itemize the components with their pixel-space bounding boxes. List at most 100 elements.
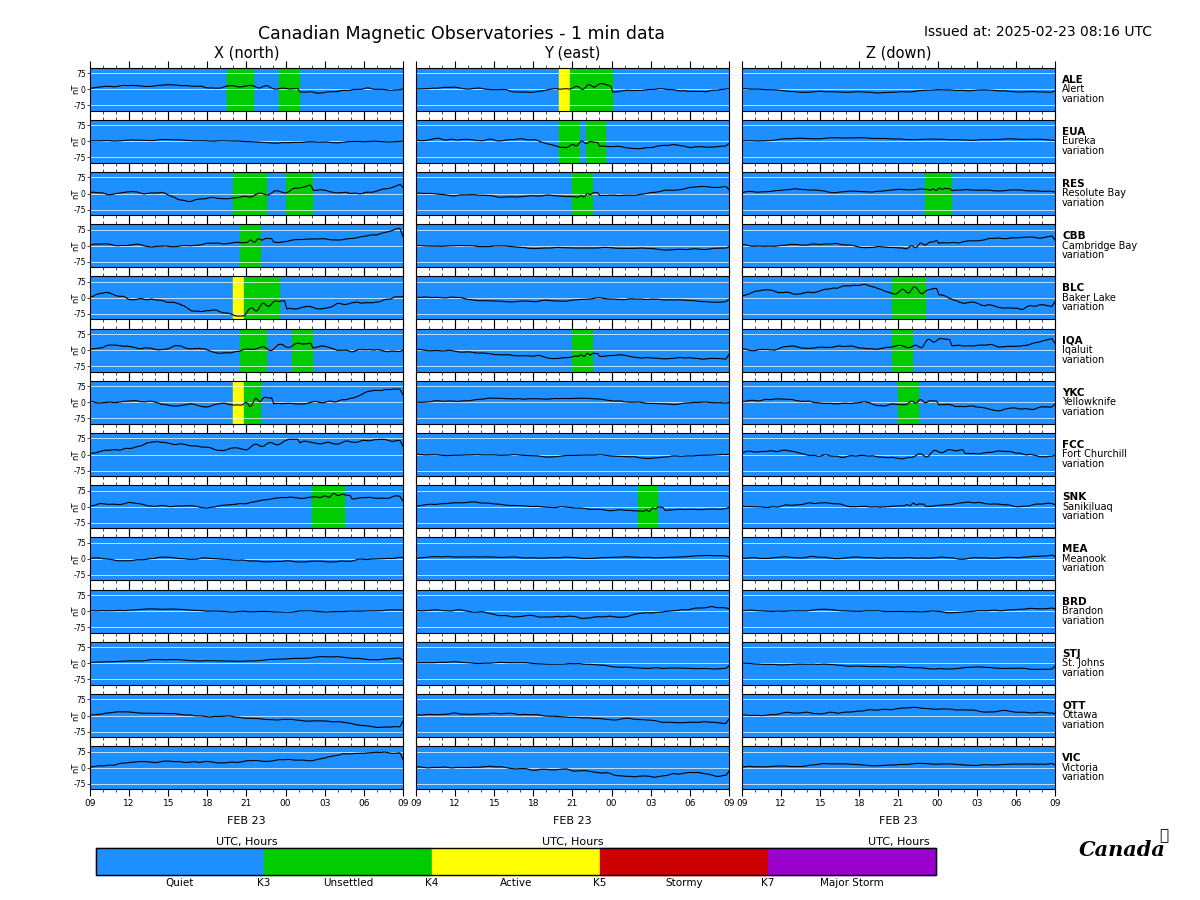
Text: variation: variation xyxy=(1062,668,1105,678)
Text: variation: variation xyxy=(1062,146,1105,156)
Text: IQA: IQA xyxy=(1062,336,1082,346)
Text: nT: nT xyxy=(72,501,80,512)
Text: BLC: BLC xyxy=(1062,284,1085,293)
Bar xyxy=(234,172,266,215)
Text: FEB 23: FEB 23 xyxy=(227,816,265,826)
Text: STJ: STJ xyxy=(1062,649,1081,659)
Text: Canada: Canada xyxy=(1079,841,1165,860)
Text: CBB: CBB xyxy=(1062,231,1086,241)
Text: nT: nT xyxy=(72,606,80,616)
Text: Z (down): Z (down) xyxy=(865,45,931,60)
Text: Alert: Alert xyxy=(1062,84,1086,94)
Text: variation: variation xyxy=(1062,198,1105,208)
Text: variation: variation xyxy=(1062,772,1105,782)
Text: Cambridge Bay: Cambridge Bay xyxy=(1062,240,1138,251)
Text: Issued at: 2025-02-23 08:16 UTC: Issued at: 2025-02-23 08:16 UTC xyxy=(924,25,1152,40)
Bar xyxy=(280,68,299,111)
Bar xyxy=(570,68,612,111)
Text: K7: K7 xyxy=(761,878,775,888)
Text: UTC, Hours: UTC, Hours xyxy=(541,837,604,847)
Text: Sanikiluaq: Sanikiluaq xyxy=(1062,501,1112,512)
Text: nT: nT xyxy=(72,345,80,356)
Text: K5: K5 xyxy=(593,878,607,888)
Text: EUA: EUA xyxy=(1062,127,1086,137)
Text: Active: Active xyxy=(500,878,532,888)
Bar xyxy=(559,120,578,163)
Text: Canadian Magnetic Observatories - 1 min data: Canadian Magnetic Observatories - 1 min … xyxy=(258,25,666,43)
Bar xyxy=(244,381,259,424)
Text: Victoria: Victoria xyxy=(1062,762,1099,773)
Text: variation: variation xyxy=(1062,563,1105,573)
Text: variation: variation xyxy=(1062,616,1105,625)
Bar xyxy=(234,276,244,320)
Text: FEB 23: FEB 23 xyxy=(880,816,918,826)
Bar xyxy=(892,276,924,320)
Text: nT: nT xyxy=(72,762,80,773)
Text: nT: nT xyxy=(72,397,80,408)
Text: nT: nT xyxy=(72,188,80,199)
Text: nT: nT xyxy=(72,136,80,147)
Text: RES: RES xyxy=(1062,179,1085,189)
Text: nT: nT xyxy=(72,449,80,460)
Text: variation: variation xyxy=(1062,459,1105,469)
Text: Iqaluit: Iqaluit xyxy=(1062,345,1093,356)
Bar xyxy=(286,172,312,215)
Text: nT: nT xyxy=(72,658,80,669)
Bar xyxy=(637,485,658,528)
Text: variation: variation xyxy=(1062,302,1105,312)
Bar xyxy=(572,172,592,215)
Text: UTC, Hours: UTC, Hours xyxy=(868,837,929,847)
Text: variation: variation xyxy=(1062,511,1105,521)
Text: YKC: YKC xyxy=(1062,388,1085,398)
Text: 🍁: 🍁 xyxy=(1159,828,1169,842)
Text: Quiet: Quiet xyxy=(166,878,194,888)
Text: Unsettled: Unsettled xyxy=(323,878,373,888)
Bar xyxy=(559,68,570,111)
Bar xyxy=(892,328,912,372)
Text: OTT: OTT xyxy=(1062,701,1086,711)
Text: MEA: MEA xyxy=(1062,544,1087,554)
Text: Yellowknife: Yellowknife xyxy=(1062,397,1116,408)
Text: Eureka: Eureka xyxy=(1062,136,1096,147)
Text: variation: variation xyxy=(1062,720,1105,730)
Text: variation: variation xyxy=(1062,355,1105,365)
Bar xyxy=(240,328,266,372)
Bar xyxy=(227,68,253,111)
Text: variation: variation xyxy=(1062,407,1105,417)
Text: Meanook: Meanook xyxy=(1062,554,1106,564)
Text: K3: K3 xyxy=(257,878,271,888)
Text: FCC: FCC xyxy=(1062,440,1085,450)
Text: variation: variation xyxy=(1062,250,1105,260)
Text: Brandon: Brandon xyxy=(1062,606,1104,616)
Text: nT: nT xyxy=(72,84,80,94)
Bar xyxy=(292,328,312,372)
Text: Y (east): Y (east) xyxy=(545,45,601,60)
Text: X (north): X (north) xyxy=(214,45,280,60)
Text: nT: nT xyxy=(72,554,80,564)
Text: Fort Churchill: Fort Churchill xyxy=(1062,449,1127,460)
Bar xyxy=(244,276,280,320)
Text: nT: nT xyxy=(72,710,80,721)
Bar xyxy=(572,328,592,372)
Text: Baker Lake: Baker Lake xyxy=(1062,292,1116,303)
Text: Stormy: Stormy xyxy=(665,878,703,888)
Text: nT: nT xyxy=(72,240,80,251)
Text: Major Storm: Major Storm xyxy=(820,878,884,888)
Text: Resolute Bay: Resolute Bay xyxy=(1062,188,1126,199)
Text: VIC: VIC xyxy=(1062,753,1081,763)
Text: UTC, Hours: UTC, Hours xyxy=(216,837,277,847)
Text: Ottawa: Ottawa xyxy=(1062,710,1098,721)
Bar xyxy=(899,381,918,424)
Bar xyxy=(312,485,344,528)
Text: nT: nT xyxy=(72,292,80,303)
Text: ALE: ALE xyxy=(1062,75,1084,85)
Text: variation: variation xyxy=(1062,94,1105,104)
Text: K4: K4 xyxy=(425,878,439,888)
Bar xyxy=(234,381,244,424)
Bar xyxy=(240,224,259,267)
Bar xyxy=(924,172,950,215)
Text: BRD: BRD xyxy=(1062,597,1087,607)
Bar xyxy=(586,120,605,163)
Text: FEB 23: FEB 23 xyxy=(553,816,592,826)
Text: St. Johns: St. Johns xyxy=(1062,658,1105,669)
